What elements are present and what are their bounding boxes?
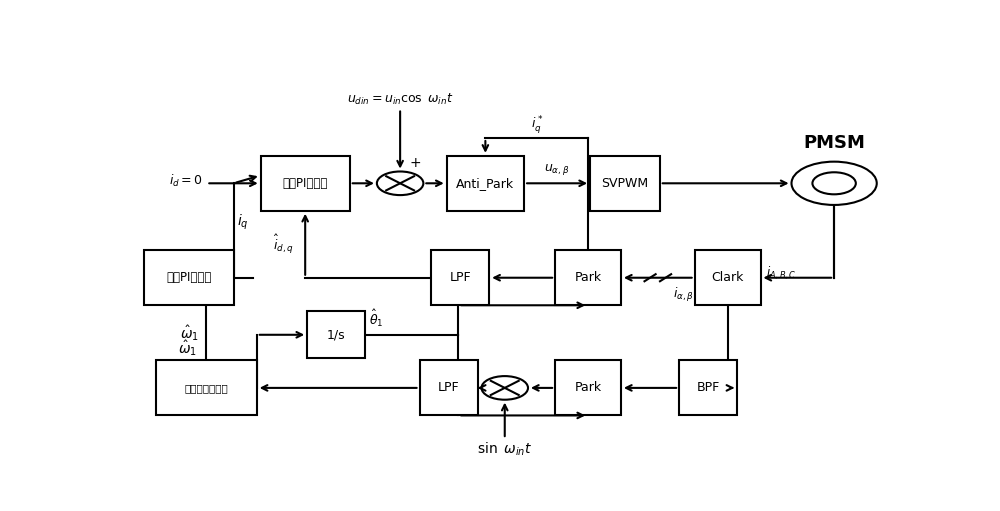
Bar (679, 360, 737, 415)
Text: 速度PI调节器: 速度PI调节器 (166, 271, 212, 284)
Text: $\hat{\theta}_1$: $\hat{\theta}_1$ (369, 308, 384, 329)
Text: $u_{\alpha,\beta}$: $u_{\alpha,\beta}$ (544, 162, 570, 177)
Text: $\hat{\omega}_1$: $\hat{\omega}_1$ (180, 323, 199, 343)
Text: Park: Park (574, 381, 602, 394)
Text: $i_q$: $i_q$ (237, 213, 249, 233)
Bar (590, 156, 660, 211)
Text: Park: Park (574, 271, 602, 284)
Circle shape (812, 172, 856, 194)
Text: $i_{A,B,C}$: $i_{A,B,C}$ (766, 265, 797, 283)
Text: $\hat{\omega}_1$: $\hat{\omega}_1$ (178, 339, 197, 358)
Bar (695, 250, 761, 305)
Text: LPF: LPF (449, 271, 471, 284)
Text: Anti_Park: Anti_Park (456, 177, 514, 190)
Text: 位置跟踪观测器: 位置跟踪观测器 (184, 383, 228, 393)
Text: BPF: BPF (697, 381, 720, 394)
Bar (144, 250, 234, 305)
Text: SVPWM: SVPWM (601, 177, 648, 190)
Text: LPF: LPF (438, 381, 459, 394)
Text: 1/s: 1/s (327, 328, 346, 341)
Bar (307, 311, 365, 358)
Bar (431, 250, 489, 305)
Text: PMSM: PMSM (803, 134, 865, 152)
Text: $u_{din}=u_{in}\cos\ \omega_{in}t$: $u_{din}=u_{in}\cos\ \omega_{in}t$ (347, 91, 453, 107)
Bar (555, 360, 621, 415)
Text: $i_q^*$: $i_q^*$ (531, 114, 543, 136)
Text: $\sin\ \omega_{in}t$: $\sin\ \omega_{in}t$ (477, 441, 532, 458)
Circle shape (792, 161, 877, 205)
Circle shape (482, 376, 528, 400)
Text: $\hat{i}_{d,q}$: $\hat{i}_{d,q}$ (273, 233, 294, 256)
Bar (420, 360, 478, 415)
Text: 电流PI调节器: 电流PI调节器 (283, 177, 328, 190)
Bar (447, 156, 524, 211)
Bar (261, 156, 350, 211)
Text: Clark: Clark (711, 271, 744, 284)
Text: +: + (409, 155, 421, 170)
Bar (156, 360, 257, 415)
Circle shape (377, 172, 423, 195)
Text: $i_{\alpha,\beta}$: $i_{\alpha,\beta}$ (673, 286, 694, 304)
Bar (555, 250, 621, 305)
Text: $i_d=0$: $i_d=0$ (169, 173, 202, 190)
